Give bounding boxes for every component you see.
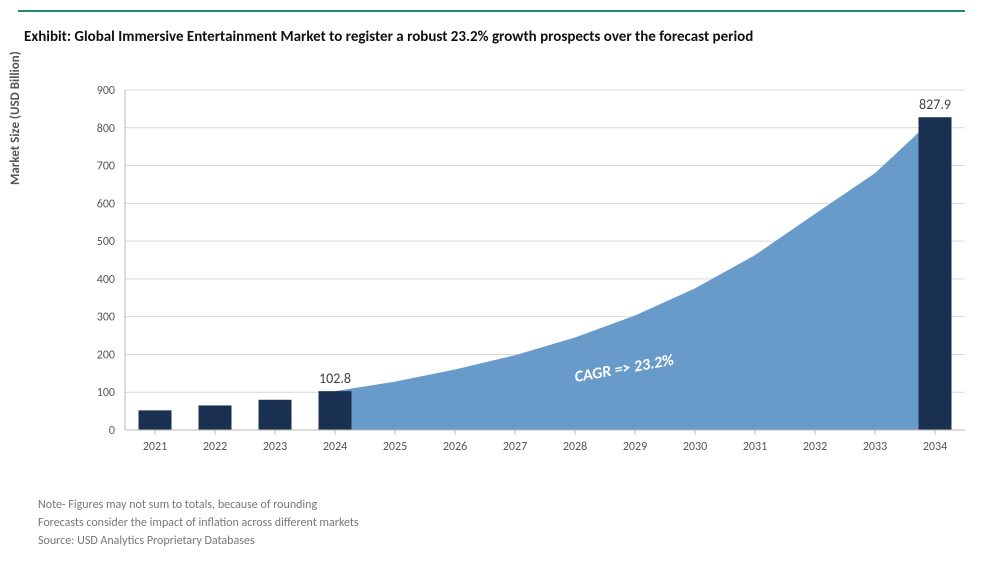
note-line-1: Note- Figures may not sum to totals, bec… xyxy=(38,496,359,514)
x-tick-2022: 2022 xyxy=(203,440,227,454)
exhibit-title: Exhibit: Global Immersive Entertainment … xyxy=(24,28,753,46)
svg-text:700: 700 xyxy=(97,160,115,174)
x-tick-2031: 2031 xyxy=(743,440,767,454)
x-tick-2030: 2030 xyxy=(683,440,707,454)
svg-text:500: 500 xyxy=(97,235,115,249)
chart-container: 0 100 200 300 400 500 600 700 800 900 2021 2022 2023… xyxy=(55,75,935,455)
value-label-2024: 102.8 xyxy=(319,370,351,387)
x-tick-2029: 2029 xyxy=(623,440,647,454)
bar-2022 xyxy=(199,405,232,430)
bar-2021 xyxy=(139,410,172,430)
x-tick-2033: 2033 xyxy=(863,440,887,454)
chart-notes: Note- Figures may not sum to totals, bec… xyxy=(38,496,359,550)
market-chart: 0 100 200 300 400 500 600 700 800 900 2021 2022 2023… xyxy=(55,75,975,460)
x-tick-2034: 2034 xyxy=(923,440,947,454)
svg-text:600: 600 xyxy=(97,197,115,211)
x-tick-2027: 2027 xyxy=(503,440,527,454)
y-axis-label: Market Size (USD Billion) xyxy=(8,51,23,185)
bar-2024 xyxy=(319,391,352,430)
x-tick-2024: 2024 xyxy=(323,440,347,454)
x-tick-2023: 2023 xyxy=(263,440,287,454)
svg-text:800: 800 xyxy=(97,122,115,136)
x-tick-2026: 2026 xyxy=(443,440,467,454)
note-line-2: Forecasts consider the impact of inflati… xyxy=(38,514,359,532)
note-line-3: Source: USD Analytics Proprietary Databa… xyxy=(38,532,359,550)
svg-text:100: 100 xyxy=(97,386,115,400)
svg-text:300: 300 xyxy=(97,311,115,325)
x-tick-2028: 2028 xyxy=(563,440,587,454)
svg-text:400: 400 xyxy=(97,273,115,287)
x-tick-2032: 2032 xyxy=(803,440,827,454)
bar-2034 xyxy=(919,117,952,430)
svg-text:0: 0 xyxy=(109,424,115,438)
bar-2023 xyxy=(259,400,292,430)
forecast-area xyxy=(335,117,935,430)
value-label-2034: 827.9 xyxy=(919,96,951,113)
top-border xyxy=(18,10,965,12)
x-tick-2025: 2025 xyxy=(383,440,407,454)
x-tick-2021: 2021 xyxy=(143,440,167,454)
svg-text:900: 900 xyxy=(97,84,115,98)
svg-text:200: 200 xyxy=(97,348,115,362)
